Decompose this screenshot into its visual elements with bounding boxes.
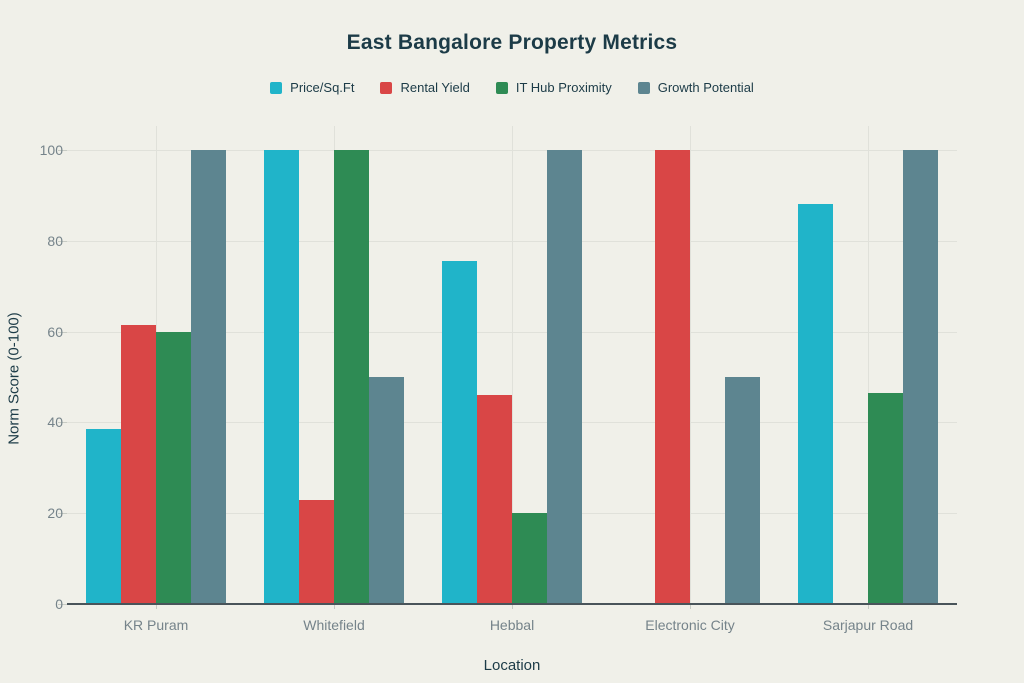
y-tick-mark-40 (58, 422, 67, 424)
bar-whitefield-price-sq-ft (264, 150, 299, 604)
bar-electronic-city-growth-potential (725, 377, 760, 604)
legend-label: Price/Sq.Ft (290, 80, 355, 95)
x-gridline-2 (512, 126, 513, 604)
x-axis-line (67, 603, 957, 605)
bar-kr-puram-rental-yield (121, 324, 156, 604)
plot-area: 0 20 40 60 80 100 KR Puram Whitefield Hebbal Elec… (40, 126, 957, 633)
bar-hebbal-it-hub-proximity (512, 513, 547, 604)
x-gridline-4 (868, 126, 869, 604)
x-tick-mark-4 (868, 604, 869, 609)
x-tick-label-1: Whitefield (303, 617, 365, 633)
legend-item-rental-yield[interactable]: Rental Yield (380, 80, 470, 95)
bar-whitefield-growth-potential (369, 377, 404, 604)
legend-item-price-sq-ft[interactable]: Price/Sq.Ft (270, 80, 354, 95)
bar-whitefield-rental-yield (299, 499, 334, 604)
y-tick-mark-100 (58, 150, 67, 151)
x-gridline-3 (690, 126, 691, 604)
y-tick-label-100: 100 (39, 142, 63, 158)
y-tick-label-0: 0 (55, 596, 63, 612)
y-axis-title: Norm Score (0-100) (5, 312, 23, 445)
x-tick-mark-0 (156, 604, 157, 609)
bar-electronic-city-rental-yield (655, 150, 690, 604)
x-tick-mark-1 (334, 604, 335, 609)
legend-swatch-icon (270, 81, 283, 94)
y-tick-mark-0 (58, 604, 67, 605)
legend-item-it-hub-proximity[interactable]: IT Hub Proximity (495, 80, 612, 95)
x-tick-label-2: Hebbal (489, 617, 535, 633)
bar-kr-puram-price-sq-ft (86, 429, 121, 604)
y-tick-mark-20 (58, 513, 67, 515)
legend-item-growth-potential[interactable]: Growth Potential (637, 80, 754, 95)
legend-label: Growth Potential (657, 80, 754, 95)
legend-swatch-icon (637, 81, 650, 94)
bar-kr-puram-it-hub-proximity (156, 331, 191, 604)
legend: Price/Sq.Ft Rental Yield IT Hub Proximity G… (0, 80, 1024, 95)
legend-label: IT Hub Proximity (515, 80, 612, 95)
bar-sarjapur-road-growth-potential (903, 150, 938, 604)
x-tick-label-0: KR Puram (123, 617, 189, 633)
legend-label: Rental Yield (400, 80, 470, 95)
y-tick-mark-60 (58, 331, 67, 333)
x-axis-title: Location (483, 657, 541, 674)
bar-hebbal-growth-potential (547, 150, 582, 604)
chart-title: East Bangalore Property Metrics (346, 31, 678, 54)
bar-sarjapur-road-it-hub-proximity (868, 392, 903, 604)
y-tick-label-80: 80 (47, 232, 63, 249)
y-tick-label-60: 60 (47, 323, 63, 340)
legend-swatch-icon (380, 81, 393, 94)
bar-whitefield-it-hub-proximity (334, 150, 369, 604)
x-tick-mark-2 (512, 604, 513, 609)
y-tick-label-40: 40 (47, 414, 63, 431)
bar-hebbal-rental-yield (477, 395, 512, 604)
legend-swatch-icon (495, 81, 508, 94)
x-tick-label-4: Sarjapur Road (822, 617, 914, 633)
x-tick-label-3: Electronic City (645, 617, 735, 633)
x-tick-mark-3 (690, 604, 691, 609)
y-tick-label-20: 20 (47, 505, 63, 522)
y-tick-mark-80 (58, 240, 67, 242)
bar-sarjapur-road-price-sq-ft (798, 204, 833, 604)
bar-kr-puram-growth-potential (191, 150, 226, 604)
bar-hebbal-price-sq-ft (442, 261, 477, 604)
